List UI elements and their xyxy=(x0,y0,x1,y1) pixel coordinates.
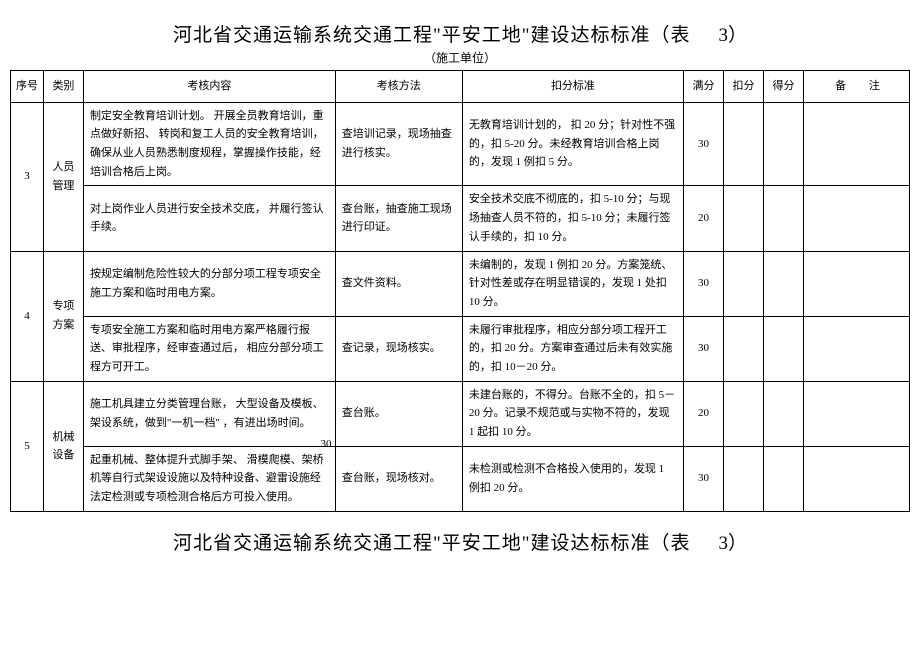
page-subtitle: （施工单位） xyxy=(10,49,910,66)
cell-got xyxy=(764,446,804,511)
table-row: 专项安全施工方案和临时用电方案严格履行报送、审批程序，经审查通过后， 相应分部分… xyxy=(11,316,910,381)
cell-category: 专项方案 xyxy=(43,251,83,381)
cell-note xyxy=(804,251,910,316)
header-method: 考核方法 xyxy=(335,71,462,103)
cell-content: 制定安全教育培训计划。 开展全员教育培训，重点做好新招、 转岗和复工人员的安全教… xyxy=(83,102,335,186)
cell-note xyxy=(804,102,910,186)
cell-got xyxy=(764,381,804,446)
cell-content: 施工机具建立分类管理台账， 大型设备及模板、架设系统，做到"一机一档" ，有进出… xyxy=(83,381,335,446)
cell-full: 20 xyxy=(684,381,724,446)
cell-seq: 4 xyxy=(11,251,44,381)
header-standard: 扣分标准 xyxy=(462,71,683,103)
table-row: 4专项方案按规定编制危险性较大的分部分项工程专项安全施工方案和临时用电方案。查文… xyxy=(11,251,910,316)
cell-note xyxy=(804,381,910,446)
table-row: 3人员管理制定安全教育培训计划。 开展全员教育培训，重点做好新招、 转岗和复工人… xyxy=(11,102,910,186)
cell-full: 30 xyxy=(684,316,724,381)
cell-method: 查培训记录，现场抽查进行核实。 xyxy=(335,102,462,186)
cell-seq: 3 xyxy=(11,102,44,251)
cell-deduct xyxy=(724,102,764,186)
cell-method: 查记录，现场核实。 xyxy=(335,316,462,381)
cell-method: 查台账。 xyxy=(335,381,462,446)
cell-category: 机械设备 xyxy=(43,381,83,511)
cell-method: 查台账，抽查施工现场进行印证。 xyxy=(335,186,462,251)
table-header-row: 序号 类别 考核内容 考核方法 扣分标准 满分 扣分 得分 备 注 xyxy=(11,71,910,103)
standards-table: 序号 类别 考核内容 考核方法 扣分标准 满分 扣分 得分 备 注 3人员管理制… xyxy=(10,70,910,512)
stray-number: 30 xyxy=(321,438,332,450)
cell-full: 30 xyxy=(684,251,724,316)
header-cat: 类别 xyxy=(43,71,83,103)
cell-standard: 未履行审批程序，相应分部分项工程开工的，扣 20 分。方案审查通过后未有效实施的… xyxy=(462,316,683,381)
header-content: 考核内容 xyxy=(83,71,335,103)
cell-content: 专项安全施工方案和临时用电方案严格履行报送、审批程序，经审查通过后， 相应分部分… xyxy=(83,316,335,381)
cell-deduct xyxy=(724,446,764,511)
page-title-number: 3） xyxy=(719,25,748,46)
cell-deduct xyxy=(724,251,764,316)
cell-note xyxy=(804,186,910,251)
cell-content: 按规定编制危险性较大的分部分项工程专项安全施工方案和临时用电方案。 xyxy=(83,251,335,316)
cell-method: 查文件资料。 xyxy=(335,251,462,316)
cell-category: 人员管理 xyxy=(43,102,83,251)
cell-standard: 未检测或检测不合格投入使用的，发现 1 例扣 20 分。 xyxy=(462,446,683,511)
cell-full: 20 xyxy=(684,186,724,251)
header-got: 得分 xyxy=(764,71,804,103)
table-body: 3人员管理制定安全教育培训计划。 开展全员教育培训，重点做好新招、 转岗和复工人… xyxy=(11,102,910,511)
cell-deduct xyxy=(724,316,764,381)
header-full: 满分 xyxy=(684,71,724,103)
cell-standard: 无教育培训计划的， 扣 20 分；针对性不强的，扣 5-20 分。未经教育培训合… xyxy=(462,102,683,186)
cell-note xyxy=(804,316,910,381)
cell-standard: 安全技术交底不彻底的，扣 5-10 分；与现场抽查人员不符的，扣 5-10 分；… xyxy=(462,186,683,251)
cell-content: 对上岗作业人员进行安全技术交底， 并履行签认手续。 xyxy=(83,186,335,251)
header-deduct: 扣分 xyxy=(724,71,764,103)
cell-full: 30 xyxy=(684,446,724,511)
cell-standard: 未编制的，发现 1 例扣 20 分。方案笼统、针对性差或存在明显错误的，发现 1… xyxy=(462,251,683,316)
cell-got xyxy=(764,186,804,251)
cell-standard: 未建台账的，不得分。台账不全的，扣 5－20 分。记录不规范或与实物不符的，发现… xyxy=(462,381,683,446)
cell-seq: 5 xyxy=(11,381,44,511)
cell-deduct xyxy=(724,186,764,251)
header-note: 备 注 xyxy=(804,71,910,103)
bottom-title: 河北省交通运输系统交通工程"平安工地"建设达标标准（表 xyxy=(173,533,691,554)
cell-content: 起重机械、整体提升式脚手架、 滑模爬模、架桥机等自行式架设设施以及特种设备、避雷… xyxy=(83,446,335,511)
table-row: 对上岗作业人员进行安全技术交底， 并履行签认手续。查台账，抽查施工现场进行印证。… xyxy=(11,186,910,251)
cell-deduct xyxy=(724,381,764,446)
table-row: 起重机械、整体提升式脚手架、 滑模爬模、架桥机等自行式架设设施以及特种设备、避雷… xyxy=(11,446,910,511)
table-row: 5机械设备施工机具建立分类管理台账， 大型设备及模板、架设系统，做到"一机一档"… xyxy=(11,381,910,446)
page-title: 河北省交通运输系统交通工程"平安工地"建设达标标准（表 xyxy=(173,25,691,46)
cell-note xyxy=(804,446,910,511)
cell-got xyxy=(764,251,804,316)
cell-got xyxy=(764,102,804,186)
cell-full: 30 xyxy=(684,102,724,186)
cell-got xyxy=(764,316,804,381)
cell-method: 查台账，现场核对。 xyxy=(335,446,462,511)
header-seq: 序号 xyxy=(11,71,44,103)
bottom-title-number: 3） xyxy=(719,533,748,554)
